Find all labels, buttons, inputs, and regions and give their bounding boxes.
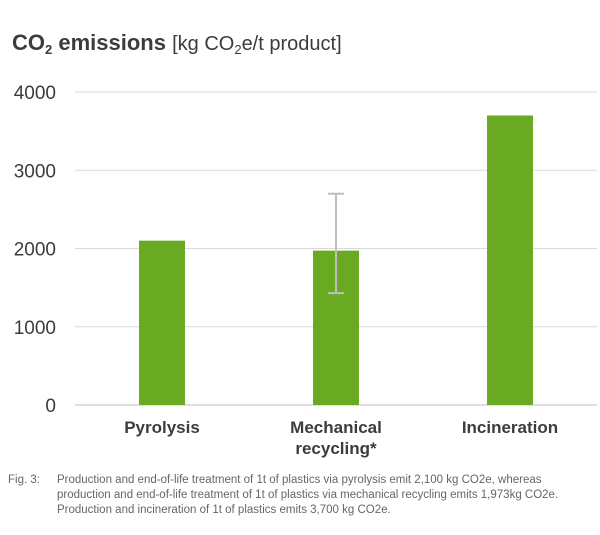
chart-title: CO2 emissions [kg CO2e/t product] xyxy=(12,30,342,57)
y-tick-label: 0 xyxy=(45,396,56,417)
y-tick-label: 1000 xyxy=(14,318,56,339)
x-tick-label: Pyrolysis xyxy=(124,418,200,437)
title-unit: [kg CO2e/t product] xyxy=(172,33,342,57)
x-tick-label: Mechanical xyxy=(290,418,382,437)
y-tick-label: 4000 xyxy=(14,83,56,104)
y-tick-label: 2000 xyxy=(14,240,56,261)
bar xyxy=(487,115,533,405)
bar xyxy=(139,240,185,405)
title-main: CO2 emissions xyxy=(12,30,166,57)
caption-text: Production and end-of-life treatment of … xyxy=(57,474,559,516)
caption-label: Fig. 3: xyxy=(8,474,40,486)
x-tick-label: recycling* xyxy=(295,439,377,458)
x-tick-label: Incineration xyxy=(462,418,558,437)
y-tick-label: 3000 xyxy=(14,161,56,182)
